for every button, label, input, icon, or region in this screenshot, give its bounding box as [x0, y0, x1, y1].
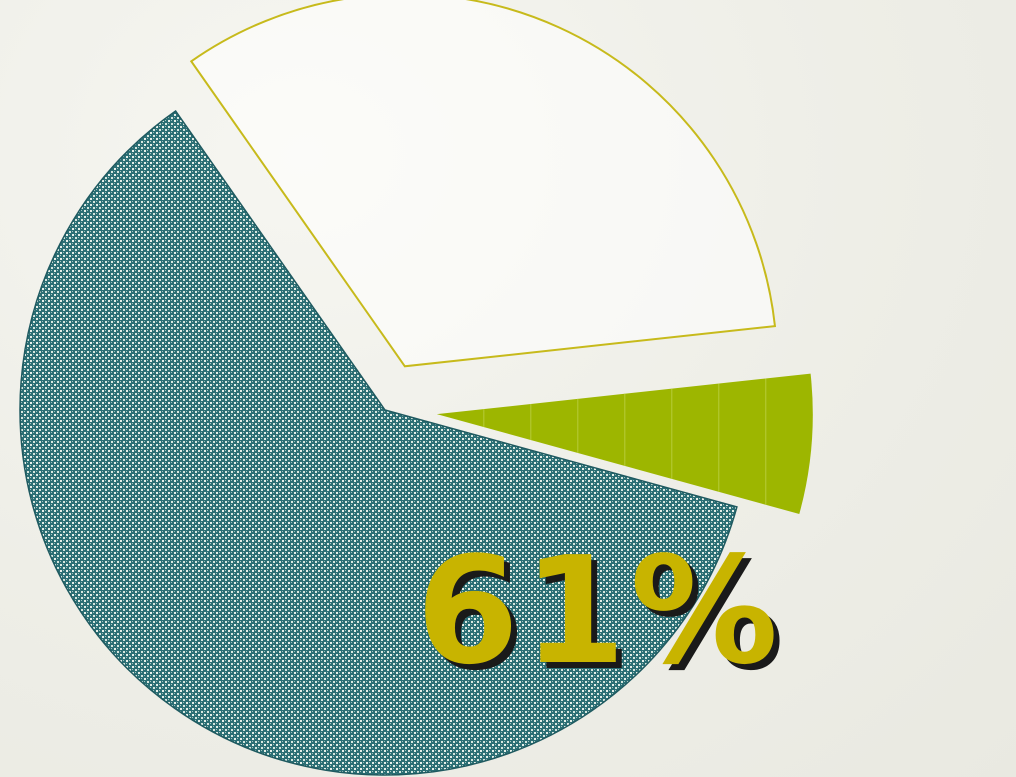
data-label-shadow: 61% [422, 531, 788, 703]
pie-slices [19, 0, 813, 776]
pie-slice-61 [19, 109, 738, 776]
pie-labels: 61% 61% [416, 525, 788, 703]
data-label-61-percent: 61% [416, 525, 782, 697]
pie-slice-33 [189, 0, 777, 368]
